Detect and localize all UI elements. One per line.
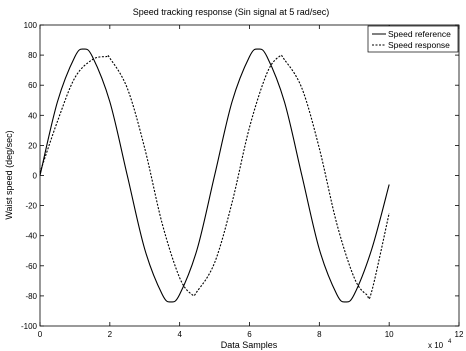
x-tick-label: 6 [247,330,252,339]
x-tick-label: 0 [38,330,43,339]
y-axis: -100 -80 -60 -40 -20 0 20 40 60 80 100 [21,21,459,331]
y-tick-label: 40 [28,111,37,120]
x-tick-label: 8 [317,330,322,339]
legend-label-speed-response: Speed response [388,40,450,50]
x-tick-label: 12 [455,330,464,339]
y-tick-label: -60 [25,262,37,271]
y-axis-label: Waist speed (deg/sec) [4,130,14,219]
legend: Speed reference Speed response [367,25,459,53]
y-tick-label: 100 [24,21,38,30]
y-tick-label: -40 [25,232,37,241]
x-axis-label: Data Samples [221,340,278,350]
legend-box [367,25,459,53]
x-tick-label: 10 [385,330,394,339]
y-tick-label: 80 [28,51,37,60]
x-exponent-base: x 10 [428,341,444,350]
series-line-speed-reference [39,48,390,303]
x-axis: 0 2 4 6 8 10 12 [38,25,464,339]
legend-label-speed-reference: Speed reference [388,29,451,39]
x-tick-label: 2 [108,330,113,339]
y-tick-label: -100 [21,322,38,331]
chart-title: Speed tracking response (Sin signal at 5… [133,7,330,17]
y-tick-label: -80 [25,292,37,301]
y-tick-label: -20 [25,202,37,211]
x-exponent-label: x 10 4 [428,339,452,350]
y-tick-label: 0 [33,172,38,181]
x-exponent-power: 4 [448,339,452,345]
series-group [39,48,390,303]
y-tick-label: 20 [28,141,37,150]
y-tick-label: 60 [28,81,37,90]
x-tick-label: 4 [177,330,182,339]
series-line-speed-response [39,54,390,300]
